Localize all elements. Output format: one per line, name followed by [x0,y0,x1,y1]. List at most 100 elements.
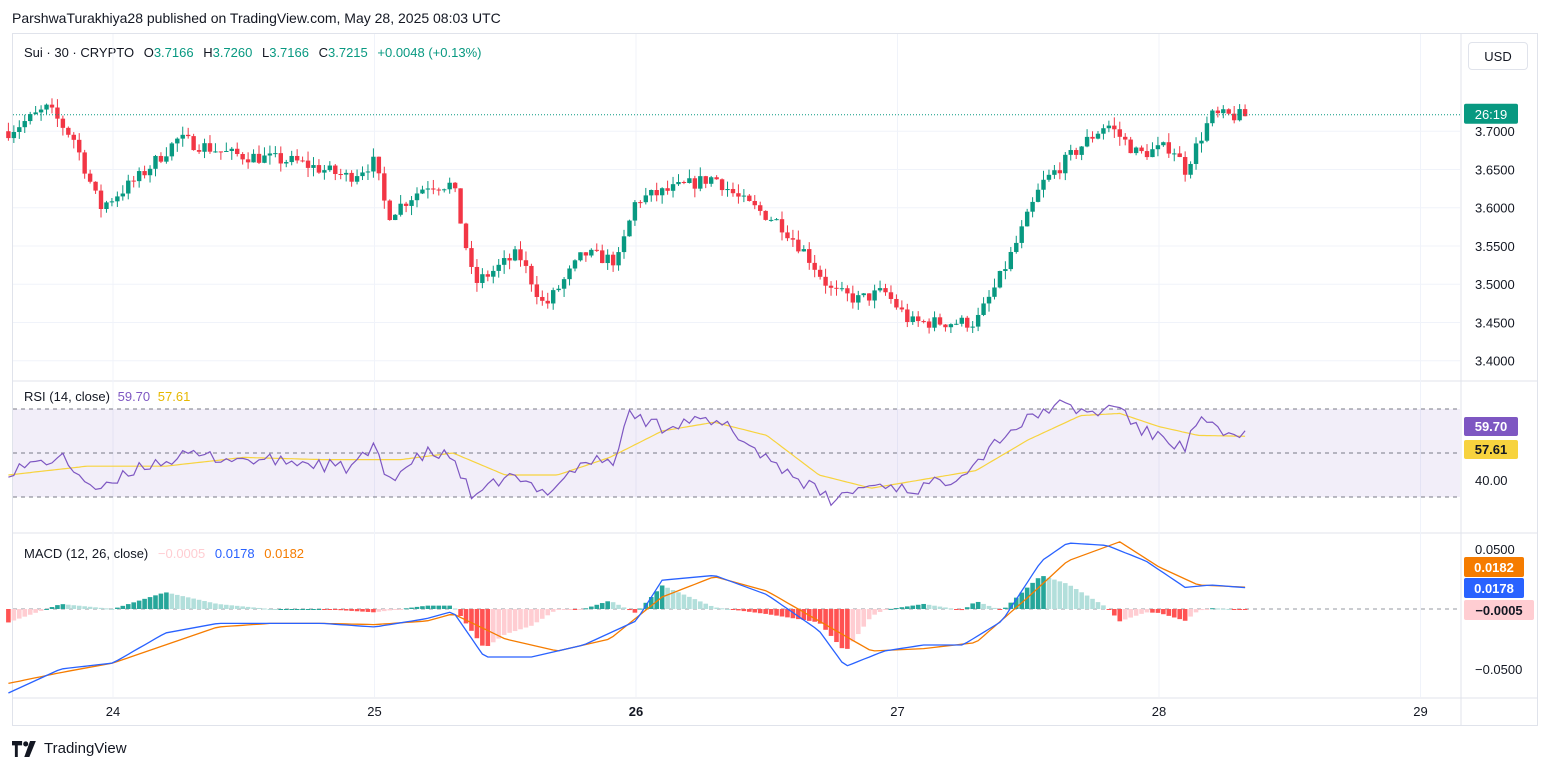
macd-hist-tag-text: −0.0005 [1475,603,1522,618]
candle-body [371,156,376,172]
macd-histogram-bar [27,609,33,615]
macd-histogram-bar [654,591,660,609]
candle-body [1014,242,1019,252]
candle-body [491,270,496,277]
macd-histogram-bar [632,609,638,613]
candle-body [1090,136,1095,139]
macd-signal-value: 0.0182 [264,546,305,561]
macd-histogram-bar [496,609,502,639]
macd-histogram-bar [436,605,442,609]
candle-body [866,293,872,301]
macd-histogram-bar [289,609,294,610]
macd-histogram-bar [556,609,561,610]
macd-histogram-bar [147,597,153,609]
macd-histogram-bar [93,607,98,609]
macd-histogram-bar [458,609,463,617]
macd-axis-bottom-label: −0.0500 [1475,662,1522,677]
candle-body [207,143,213,152]
macd-histogram-bar [796,609,801,620]
candle-body [278,153,283,164]
macd-histogram-bar [1237,609,1242,610]
macd-histogram-bar [185,597,191,609]
candle-body [1068,150,1073,155]
candle-body [398,203,403,215]
candle-body [807,249,812,263]
macd-histogram-bar [1193,609,1199,613]
candle-body [343,172,349,175]
candle-body [926,321,932,328]
candle-body [817,269,823,277]
price-tick-label: 3.6000 [1475,201,1515,216]
candle-body [452,182,458,189]
macd-histogram-bar [708,605,714,609]
macd-histogram-bar [234,605,240,609]
publisher-line: ParshwaTurakhiya28 published on TradingV… [12,10,501,26]
macd-histogram-bar [741,609,747,612]
candle-body [578,252,583,261]
high-label: H [203,45,213,60]
candle-body [801,249,806,252]
macd-histogram-bar [55,605,60,609]
x-tick-label: 27 [890,704,904,719]
x-tick-label: 25 [367,704,381,719]
candle-body [98,190,104,209]
macd-histogram-bar [578,609,583,610]
price-tick-label: 3.7000 [1475,124,1515,139]
macd-histogram-bar [16,609,22,619]
candle-body [692,178,698,189]
candle-body [164,156,169,162]
macd-histogram-bar [589,606,594,609]
candle-body [82,152,87,174]
candle-body [872,290,877,301]
rsi-axis-label: 40.00 [1475,473,1508,488]
macd-histogram-bar [943,607,948,609]
macd-histogram-bar [605,601,610,609]
candle-body [409,200,414,206]
macd-histogram-bar [490,609,496,643]
macd-histogram-bar [82,606,87,609]
candle-body [910,316,915,323]
candle-body [959,317,964,324]
brand[interactable]: TradingView [12,740,127,757]
candle-body [393,214,398,221]
macd-histogram-bar [883,609,888,610]
candle-body [365,171,371,173]
candle-body [883,288,888,293]
candle-body [262,155,267,163]
macd-histogram-bar [687,596,692,609]
candle-body [294,155,300,161]
symbol-name[interactable]: Sui · 30 · CRYPTO [24,45,135,60]
candle-body [828,285,834,288]
macd-histogram-bar [469,609,474,631]
macd-histogram-bar [120,605,126,609]
candle-body [66,127,71,135]
candle-body [572,260,578,269]
macd-histogram-bar [452,608,458,610]
candle-body [27,114,33,122]
currency-button[interactable]: USD [1468,42,1528,70]
candle-body [6,131,11,139]
rsi-value-tag-text: 59.70 [1475,419,1508,434]
macd-histogram-bar [1155,609,1161,613]
macd-histogram-bar [561,609,567,610]
candle-body [610,254,616,266]
candle-body [747,195,752,201]
candle-body [245,159,251,163]
candle-body [1150,149,1155,158]
candle-body [1046,174,1052,180]
candle-body [284,162,289,164]
macd-histogram-bar [316,609,322,610]
candle-body [267,153,273,156]
last-price-tag [1464,103,1518,124]
rsi-legend[interactable]: RSI (14, close) 59.70 57.61 [24,389,190,404]
macd-histogram-bar [33,609,38,613]
candle-body [33,112,38,115]
macd-legend[interactable]: MACD (12, 26, close) −0.0005 0.0178 0.01… [24,546,304,561]
candle-body [229,148,234,151]
macd-histogram-bar [11,609,17,621]
macd-histogram-bar [174,594,180,609]
macd-histogram-bar [360,609,365,612]
candle-body [594,249,599,251]
candle-body [768,219,774,221]
